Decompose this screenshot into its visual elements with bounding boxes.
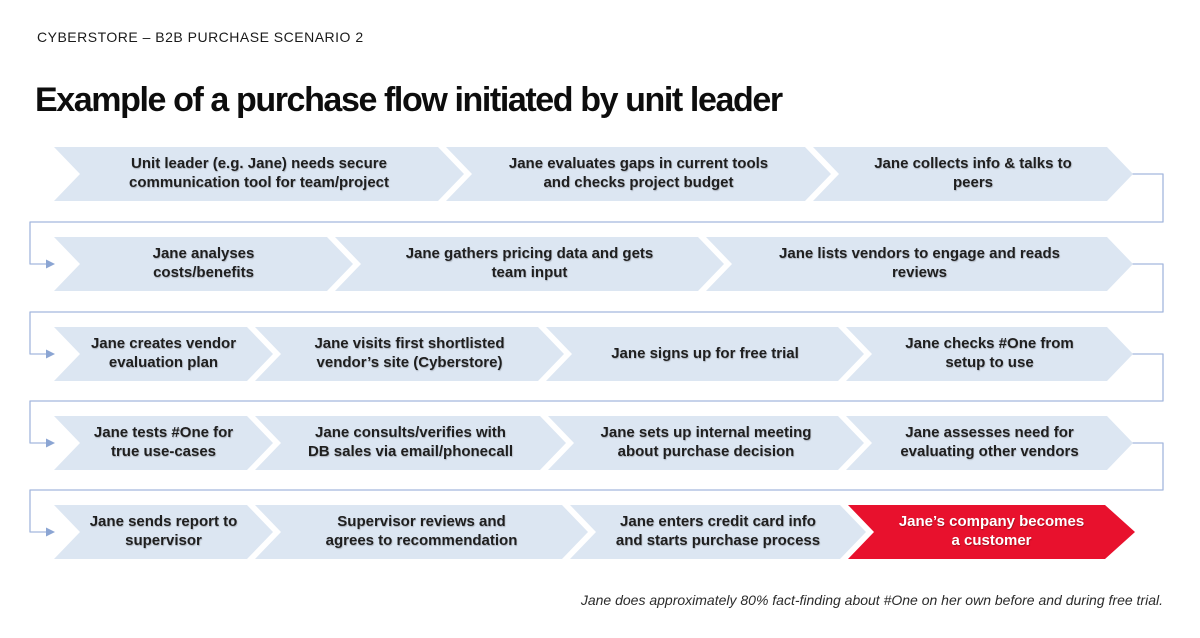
connector-arrow-icon xyxy=(46,438,55,448)
flow-step: Jane signs up for free trial xyxy=(546,327,864,381)
flow-step: Unit leader (e.g. Jane) needs secure com… xyxy=(54,147,464,201)
flow-step: Jane analyses costs/benefits xyxy=(54,237,353,291)
flow-step: Jane lists vendors to engage and reads r… xyxy=(706,237,1133,291)
flow-row-5: Jane sends report to supervisor Supervis… xyxy=(0,505,1200,559)
connector-arrow-icon xyxy=(46,349,55,359)
flow-step: Jane creates vendor evaluation plan xyxy=(54,327,273,381)
flow-step: Jane sends report to supervisor xyxy=(54,505,273,559)
flow-row-1: Unit leader (e.g. Jane) needs secure com… xyxy=(0,147,1200,201)
flow-row-3: Jane creates vendor evaluation plan Jane… xyxy=(0,327,1200,381)
flow-step: Jane assesses need for evaluating other … xyxy=(846,416,1133,470)
flow-step: Jane tests #One for true use-cases xyxy=(54,416,273,470)
slide-kicker: CYBERSTORE – B2B PURCHASE SCENARIO 2 xyxy=(37,29,364,45)
flow-step: Jane collects info & talks to peers xyxy=(813,147,1133,201)
flow-step: Jane consults/verifies with DB sales via… xyxy=(255,416,566,470)
flow-step-final: Jane’s company becomes a customer xyxy=(848,505,1135,559)
flow-step: Jane evaluates gaps in current tools and… xyxy=(446,147,831,201)
wrap-connector-row4-row5 xyxy=(29,442,1164,537)
flow-step: Jane visits first shortlisted vendor’s s… xyxy=(255,327,564,381)
flow-step: Jane enters credit card info and starts … xyxy=(570,505,866,559)
page-title: Example of a purchase flow initiated by … xyxy=(35,81,783,119)
flow-row-2: Jane analyses costs/benefits Jane gather… xyxy=(0,237,1200,291)
connector-arrow-icon xyxy=(46,527,55,537)
connector-arrow-icon xyxy=(46,259,55,269)
flow-step: Jane gathers pricing data and gets team … xyxy=(335,237,724,291)
wrap-connector-row1-row2 xyxy=(29,173,1164,269)
footnote: Jane does approximately 80% fact-finding… xyxy=(580,592,1163,608)
wrap-connector-row3-row4 xyxy=(29,353,1164,448)
flow-step: Jane sets up internal meeting about purc… xyxy=(548,416,864,470)
flow-row-4: Jane tests #One for true use-cases Jane … xyxy=(0,416,1200,470)
flow-step: Jane checks #One from setup to use xyxy=(846,327,1133,381)
wrap-connector-row2-row3 xyxy=(29,263,1164,359)
flow-step: Supervisor reviews and agrees to recomme… xyxy=(255,505,588,559)
